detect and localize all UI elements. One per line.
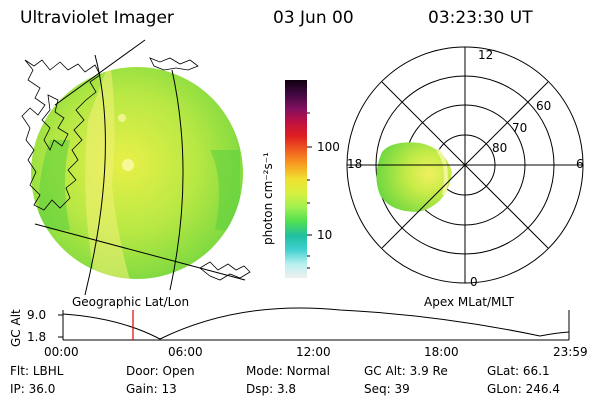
mlt-label-12: 12 [478, 48, 494, 62]
apex-caption: Apex MLat/MLT [424, 295, 514, 309]
footer-ip: IP: 36.0 [10, 382, 56, 396]
footer-filter: Flt: LBHL [10, 364, 64, 378]
footer-mode: Mode: Normal [246, 364, 330, 378]
colorbar-tick-100: 100 [317, 140, 340, 154]
image-time: 03:23:30 UT [428, 8, 533, 28]
instrument-title: Ultraviolet Imager [20, 8, 174, 28]
altitude-axis-title: GC Alt [9, 309, 23, 347]
footer-dsp: Dsp: 3.8 [246, 382, 297, 396]
meridian-9-21 [381, 81, 549, 249]
mlt-label-6: 6 [576, 157, 584, 171]
time-tick-0600: 06:00 [168, 345, 203, 359]
altitude-tick-low: 1.8 [27, 330, 47, 344]
polar-plot [346, 46, 584, 284]
time-tick-1800: 18:00 [424, 345, 459, 359]
mlt-label-0: 0 [470, 275, 478, 289]
mlat-label-80: 80 [492, 141, 508, 155]
aurora-features [38, 67, 240, 279]
footer-glat: GLat: 66.1 [487, 364, 550, 378]
time-tick-1200: 12:00 [296, 345, 331, 359]
footer-gc-alt: GC Alt: 3.9 Re [364, 364, 448, 378]
mlat-label-70: 70 [512, 121, 528, 135]
time-tick-2359: 23:59 [553, 345, 588, 359]
colorbar [285, 80, 312, 278]
polar-aurora-oval [376, 142, 452, 212]
altitude-curve [62, 307, 570, 340]
footer-glon: GLon: 246.4 [487, 382, 560, 396]
altitude-tick-high: 9.0 [27, 308, 47, 322]
footer-gain: Gain: 13 [126, 382, 177, 396]
mlt-label-18: 18 [347, 157, 363, 171]
image-date: 03 Jun 00 [273, 8, 354, 28]
colorbar-scale [285, 80, 307, 278]
geographic-image [21, 39, 251, 296]
geographic-caption: Geographic Lat/Lon [72, 295, 190, 309]
footer-door: Door: Open [126, 364, 195, 378]
altitude-track [58, 307, 570, 341]
time-tick-0000: 00:00 [44, 345, 79, 359]
colorbar-unit-label: photon cm⁻²s⁻¹ [261, 152, 275, 245]
mlat-label-60: 60 [536, 99, 552, 113]
colorbar-tick-10: 10 [317, 228, 333, 242]
footer-seq: Seq: 39 [364, 382, 410, 396]
